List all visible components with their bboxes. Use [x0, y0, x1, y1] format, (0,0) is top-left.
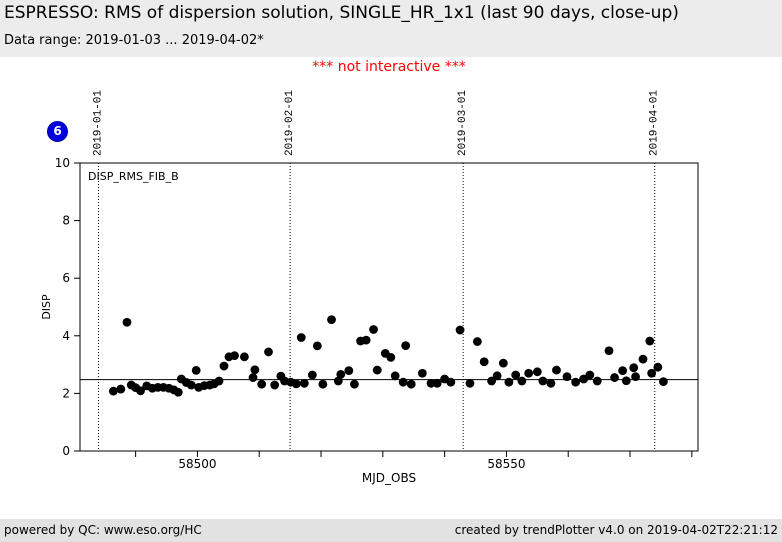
- count-badge[interactable]: 6: [47, 121, 68, 142]
- scatter-point: [386, 353, 396, 362]
- date-tick-label: 2019-02-01: [284, 90, 296, 156]
- scatter-plot: 2019-01-01 2019-02-01 2019-03-01 2019-04-01…: [40, 90, 699, 485]
- scatter-point: [446, 377, 456, 387]
- scatter-point: [299, 378, 309, 388]
- scatter-point: [517, 376, 527, 386]
- scatter-point: [604, 346, 614, 356]
- scatter-point: [406, 379, 416, 389]
- scatter-point: [191, 365, 201, 375]
- scatter-point: [552, 365, 561, 375]
- x-tick-label: 58500: [178, 457, 216, 471]
- scatter-point: [390, 371, 400, 381]
- y-tick-label: 8: [62, 214, 70, 228]
- scatter-point: [250, 365, 260, 375]
- data-range: Data range: 2019-01-03 ... 2019-04-02*: [4, 33, 264, 48]
- scatter-point: [307, 370, 317, 380]
- x-tick-label: 58550: [487, 457, 525, 471]
- date-tick-label: 2019-03-01: [457, 90, 469, 156]
- scatter-point: [465, 378, 475, 388]
- scatter-point: [472, 337, 482, 346]
- scatter-point: [585, 370, 595, 380]
- scatter-point: [621, 376, 631, 386]
- scatter-point: [511, 370, 521, 380]
- scatter-point: [455, 325, 465, 335]
- scatter-point: [369, 325, 378, 334]
- scatter-point: [219, 361, 229, 371]
- footer-created-by: created by trendPlotter v4.0 on 2019-04-…: [454, 523, 778, 537]
- y-axis-label: DISP: [40, 294, 53, 320]
- x-axis-label: MJD_OBS: [362, 471, 416, 485]
- scatter-point: [361, 335, 371, 345]
- y-tick-label: 2: [62, 386, 70, 400]
- footer-powered-by: powered by QC: www.eso.org/HC: [4, 523, 202, 537]
- scatter-point: [312, 341, 322, 351]
- scatter-point: [333, 376, 343, 386]
- scatter-point: [257, 379, 267, 389]
- scatter-point: [136, 386, 145, 396]
- scatter-point: [248, 373, 258, 382]
- scatter-point: [173, 387, 183, 397]
- scatter-point: [492, 371, 502, 381]
- scatter-point: [524, 368, 534, 378]
- scatter-point: [372, 365, 382, 375]
- scatter-point: [122, 317, 132, 327]
- y-tick-label: 10: [55, 156, 70, 170]
- scatter-point: [230, 351, 239, 361]
- scatter-point: [401, 341, 411, 350]
- footer: powered by QC: www.eso.org/HC created by…: [0, 519, 782, 542]
- scatter-point: [562, 372, 572, 382]
- scatter-point: [349, 379, 359, 389]
- scatter-point: [108, 386, 118, 396]
- scatter-point: [417, 368, 427, 378]
- scatter-point: [647, 368, 657, 378]
- scatter-point: [629, 363, 639, 373]
- date-tick-label: 2019-04-01: [649, 90, 661, 156]
- scatter-point: [487, 376, 496, 386]
- scatter-point: [344, 366, 354, 376]
- y-tick-label: 0: [62, 444, 70, 458]
- scatter-point: [327, 315, 336, 325]
- scatter-point: [214, 376, 224, 386]
- scatter-point: [638, 354, 648, 364]
- series-label: DISP_RMS_FIB_B: [88, 170, 179, 183]
- scatter-point: [658, 377, 668, 386]
- scatter-point: [116, 384, 126, 394]
- plot-border: [79, 162, 699, 452]
- scatter-point: [546, 378, 556, 388]
- scatter-point: [618, 366, 628, 376]
- not-interactive-notice: *** not interactive ***: [312, 59, 466, 75]
- y-tick-label: 4: [62, 329, 70, 343]
- scatter-point: [264, 347, 273, 357]
- scatter-point: [186, 380, 196, 390]
- plot-background: [80, 163, 698, 451]
- scatter-point: [592, 376, 602, 386]
- header: ESPRESSO: RMS of dispersion solution, SI…: [0, 0, 782, 57]
- scatter-point: [479, 357, 489, 367]
- scatter-point: [296, 333, 306, 342]
- page-title: ESPRESSO: RMS of dispersion solution, SI…: [4, 3, 679, 23]
- date-tick-label: 2019-01-01: [93, 90, 105, 156]
- scatter-point: [571, 377, 581, 387]
- y-tick-label: 6: [62, 271, 70, 285]
- scatter-point: [631, 372, 640, 382]
- scatter-point: [291, 379, 301, 389]
- scatter-point: [645, 336, 655, 346]
- scatter-point: [239, 352, 249, 362]
- scatter-point: [610, 373, 619, 382]
- scatter-point: [398, 377, 408, 387]
- scatter-point: [318, 379, 328, 389]
- scatter-point: [538, 376, 548, 386]
- scatter-point: [426, 378, 436, 388]
- scatter-point: [653, 362, 663, 372]
- scatter-point: [270, 380, 280, 390]
- scatter-point: [504, 377, 514, 387]
- scatter-point: [532, 367, 542, 377]
- scatter-point: [336, 369, 346, 379]
- scatter-point: [432, 378, 442, 388]
- scatter-point: [498, 358, 508, 368]
